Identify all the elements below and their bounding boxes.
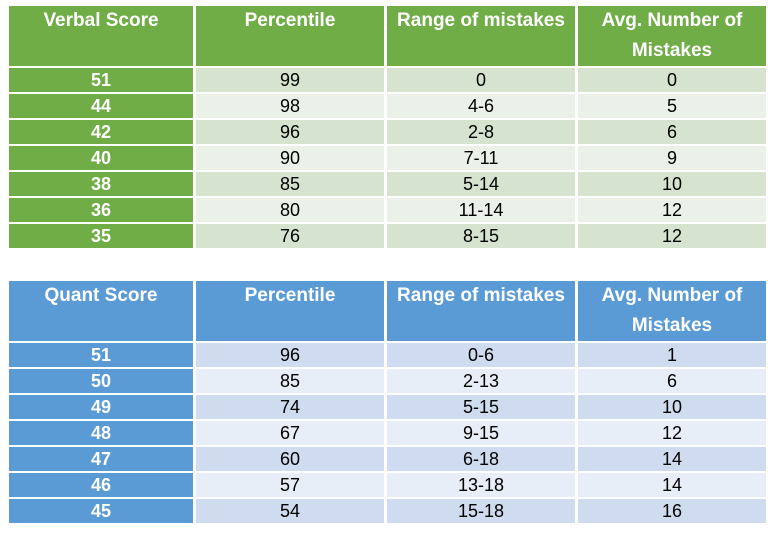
avg-mistakes-cell: 9	[578, 146, 766, 170]
percentile-cell: 85	[196, 369, 384, 393]
quant-header-row: Quant Score Percentile Range of mistakes…	[9, 281, 766, 341]
quant-score-header: Quant Score	[9, 281, 193, 341]
verbal-avg-mistakes-header: Avg. Number of Mistakes	[578, 6, 766, 66]
range-cell: 5-14	[387, 172, 575, 196]
avg-mistakes-cell: 6	[578, 369, 766, 393]
quant-score-cell: 51	[9, 343, 193, 367]
quant-score-cell: 47	[9, 447, 193, 471]
avg-mistakes-cell: 10	[578, 172, 766, 196]
avg-mistakes-cell: 12	[578, 198, 766, 222]
table-row: 44 98 4-6 5	[9, 94, 766, 118]
verbal-score-cell: 38	[9, 172, 193, 196]
verbal-score-header: Verbal Score	[9, 6, 193, 66]
table-row: 47 60 6-18 14	[9, 447, 766, 471]
table-row: 50 85 2-13 6	[9, 369, 766, 393]
verbal-score-cell: 40	[9, 146, 193, 170]
range-cell: 7-11	[387, 146, 575, 170]
verbal-range-header: Range of mistakes	[387, 6, 575, 66]
range-cell: 0-6	[387, 343, 575, 367]
avg-mistakes-cell: 1	[578, 343, 766, 367]
quant-percentile-header: Percentile	[196, 281, 384, 341]
percentile-cell: 96	[196, 343, 384, 367]
quant-score-table: Quant Score Percentile Range of mistakes…	[6, 279, 768, 525]
quant-score-cell: 49	[9, 395, 193, 419]
percentile-cell: 57	[196, 473, 384, 497]
table-row: 51 99 0 0	[9, 68, 766, 92]
quant-avg-mistakes-header: Avg. Number of Mistakes	[578, 281, 766, 341]
table-row: 36 80 11-14 12	[9, 198, 766, 222]
percentile-cell: 74	[196, 395, 384, 419]
avg-mistakes-cell: 12	[578, 421, 766, 445]
range-cell: 8-15	[387, 224, 575, 248]
range-cell: 4-6	[387, 94, 575, 118]
percentile-cell: 99	[196, 68, 384, 92]
verbal-score-table: Verbal Score Percentile Range of mistake…	[6, 4, 768, 250]
range-cell: 5-15	[387, 395, 575, 419]
range-cell: 0	[387, 68, 575, 92]
verbal-percentile-header: Percentile	[196, 6, 384, 66]
avg-mistakes-cell: 5	[578, 94, 766, 118]
table-row: 49 74 5-15 10	[9, 395, 766, 419]
avg-mistakes-cell: 10	[578, 395, 766, 419]
percentile-cell: 67	[196, 421, 384, 445]
percentile-cell: 80	[196, 198, 384, 222]
percentile-cell: 76	[196, 224, 384, 248]
range-cell: 13-18	[387, 473, 575, 497]
table-row: 51 96 0-6 1	[9, 343, 766, 367]
table-row: 40 90 7-11 9	[9, 146, 766, 170]
table-row: 45 54 15-18 16	[9, 499, 766, 523]
avg-mistakes-cell: 0	[578, 68, 766, 92]
avg-mistakes-cell: 14	[578, 447, 766, 471]
quant-score-cell: 46	[9, 473, 193, 497]
percentile-cell: 98	[196, 94, 384, 118]
range-cell: 2-8	[387, 120, 575, 144]
table-row: 35 76 8-15 12	[9, 224, 766, 248]
percentile-cell: 90	[196, 146, 384, 170]
range-cell: 9-15	[387, 421, 575, 445]
avg-mistakes-cell: 12	[578, 224, 766, 248]
table-row: 42 96 2-8 6	[9, 120, 766, 144]
range-cell: 15-18	[387, 499, 575, 523]
verbal-score-cell: 44	[9, 94, 193, 118]
range-cell: 11-14	[387, 198, 575, 222]
avg-mistakes-cell: 14	[578, 473, 766, 497]
range-cell: 6-18	[387, 447, 575, 471]
table-row: 46 57 13-18 14	[9, 473, 766, 497]
verbal-header-row: Verbal Score Percentile Range of mistake…	[9, 6, 766, 66]
avg-mistakes-cell: 6	[578, 120, 766, 144]
verbal-score-cell: 36	[9, 198, 193, 222]
percentile-cell: 54	[196, 499, 384, 523]
verbal-score-cell: 42	[9, 120, 193, 144]
percentile-cell: 60	[196, 447, 384, 471]
avg-mistakes-cell: 16	[578, 499, 766, 523]
quant-score-cell: 45	[9, 499, 193, 523]
verbal-score-cell: 35	[9, 224, 193, 248]
range-cell: 2-13	[387, 369, 575, 393]
percentile-cell: 96	[196, 120, 384, 144]
table-row: 48 67 9-15 12	[9, 421, 766, 445]
percentile-cell: 85	[196, 172, 384, 196]
verbal-score-cell: 51	[9, 68, 193, 92]
table-row: 38 85 5-14 10	[9, 172, 766, 196]
quant-score-cell: 50	[9, 369, 193, 393]
quant-range-header: Range of mistakes	[387, 281, 575, 341]
quant-score-cell: 48	[9, 421, 193, 445]
